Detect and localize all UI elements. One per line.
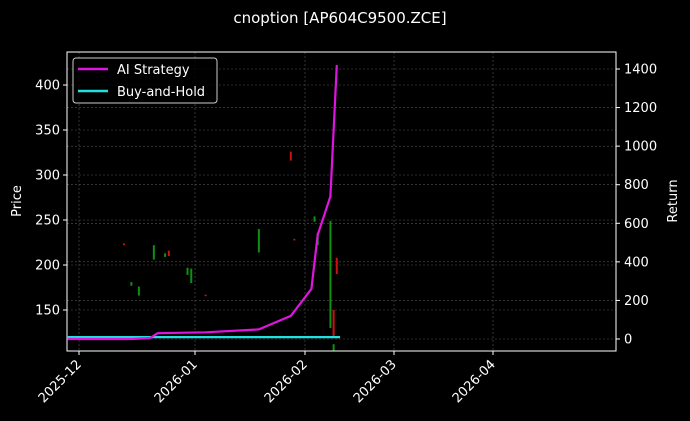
plot-frame	[66, 51, 617, 352]
candle	[190, 268, 193, 283]
legend-bh-label: Buy-and-Hold	[117, 85, 205, 100]
right-tick-label: 1400	[624, 63, 657, 78]
right-tick-label: 600	[624, 217, 649, 232]
candle	[152, 245, 155, 260]
right-tick-label: 400	[624, 255, 649, 270]
right-tick-label: 0	[624, 333, 632, 348]
left-tick-label: 250	[35, 214, 60, 229]
left-tick-label: 350	[35, 124, 60, 139]
left-tick-label: 200	[35, 259, 60, 274]
right-tick-label: 1200	[624, 101, 657, 116]
candle	[137, 286, 140, 296]
legend-box	[72, 57, 218, 104]
right-axis-label: Return	[666, 179, 681, 222]
right-tick-label: 200	[624, 294, 649, 309]
legend: AI Strategy Buy-and-Hold	[72, 57, 218, 104]
candle	[335, 257, 338, 274]
candle	[204, 294, 207, 297]
candle	[329, 220, 332, 328]
left-tick-label: 300	[35, 169, 60, 184]
candle	[293, 238, 296, 241]
price-candles	[122, 151, 338, 351]
candle	[164, 253, 167, 257]
right-tick-label: 1000	[624, 140, 657, 155]
legend-ai-label: AI Strategy	[117, 63, 190, 78]
candle	[289, 151, 292, 161]
candle	[257, 229, 260, 253]
candle	[167, 250, 170, 256]
candle	[130, 282, 133, 286]
left-axis-label: Price	[10, 185, 25, 217]
chart-title: cnoption [AP604C9500.ZCE]	[233, 9, 446, 27]
gridlines	[67, 52, 616, 351]
candle	[313, 216, 316, 222]
candle	[186, 267, 189, 275]
candle	[332, 310, 335, 337]
left-y-axis: 150 200 250 300 350 400	[35, 79, 67, 319]
left-tick-label: 150	[35, 304, 60, 319]
right-y-axis: 0 200 400 600 800 1000 1200 1400	[616, 63, 657, 348]
ai-strategy-line	[67, 65, 338, 341]
candle	[332, 344, 335, 351]
right-tick-label: 800	[624, 178, 649, 193]
left-tick-label: 400	[35, 79, 60, 94]
candle	[122, 243, 125, 246]
